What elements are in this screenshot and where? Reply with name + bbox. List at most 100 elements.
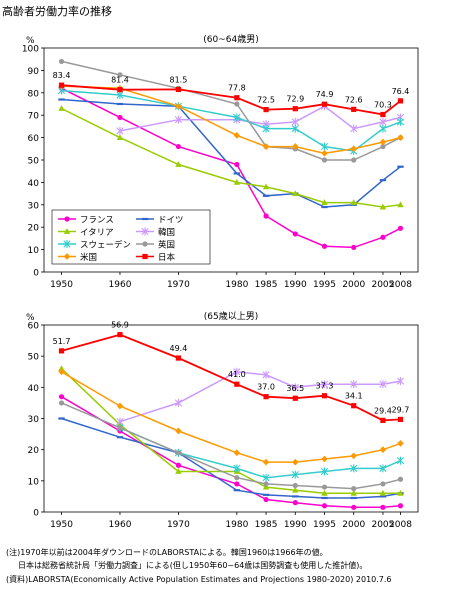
y-tick-label: 10	[28, 246, 40, 256]
data-point	[291, 470, 299, 479]
data-point	[350, 145, 357, 153]
data-point	[350, 464, 358, 473]
data-point	[350, 489, 357, 496]
data-point	[321, 101, 328, 107]
y-tick-label: 0	[33, 269, 39, 279]
data-point	[291, 117, 299, 126]
series-3	[58, 105, 404, 210]
data-point	[233, 179, 241, 185]
series-line	[61, 89, 401, 152]
data-point	[262, 483, 270, 490]
data-point	[292, 106, 298, 112]
legend-marker	[63, 228, 71, 234]
data-point	[234, 95, 240, 101]
data-point	[234, 101, 240, 107]
x-tick-label: 2000	[342, 280, 365, 290]
y-tick-label: 70	[28, 112, 40, 122]
x-tick-label: 2008	[389, 520, 412, 530]
data-point	[291, 383, 299, 392]
data-label: 77.8	[228, 84, 246, 93]
data-point	[351, 157, 357, 163]
y-tick-label: 50	[28, 353, 40, 363]
data-point	[262, 493, 270, 496]
x-tick-label: 2000	[342, 520, 365, 530]
data-point	[58, 365, 65, 372]
x-tick-label: 2005	[371, 280, 394, 290]
legend-marker	[141, 227, 149, 236]
note-1: (注)1970年以前は2004年ダウンロードのLABORSTAによる。韓国196…	[6, 548, 328, 557]
data-point	[117, 332, 123, 338]
legend-marker	[142, 253, 148, 260]
y-tick-label: 100	[22, 45, 39, 55]
data-label: 74.9	[316, 90, 334, 99]
x-tick-label: 1990	[284, 280, 307, 290]
series-line	[61, 333, 401, 422]
legend-label: 韓国	[158, 227, 175, 238]
data-point	[321, 503, 328, 509]
data-point	[397, 440, 404, 447]
y-tick-label: 20	[28, 446, 40, 456]
x-tick-label: 2005	[371, 520, 394, 530]
data-point	[116, 91, 124, 100]
data-point	[397, 476, 404, 482]
data-point	[233, 131, 241, 139]
y-tick-label: 10	[28, 477, 40, 487]
x-tick-label: 1950	[50, 520, 73, 530]
data-point	[396, 456, 405, 465]
data-point	[262, 183, 270, 190]
data-point	[262, 143, 270, 150]
series-7	[58, 368, 404, 466]
x-tick-label: 1990	[284, 520, 307, 530]
legend-marker	[63, 253, 71, 260]
data-point	[350, 496, 357, 500]
data-label: 34.1	[345, 392, 363, 401]
data-point	[233, 172, 241, 175]
data-point	[380, 111, 386, 118]
legend-marker	[64, 216, 70, 222]
data-point	[234, 481, 240, 487]
data-point	[380, 143, 386, 150]
data-label: 76.4	[392, 87, 410, 96]
data-point	[379, 179, 387, 182]
data-label: 83.4	[53, 71, 71, 80]
data-point	[350, 452, 357, 460]
series-8: 83.4 81.4 81.5 77.8 72.5 72.9 74.9 72.6 70.376.4	[53, 71, 410, 118]
data-point	[175, 143, 182, 150]
data-point	[380, 504, 386, 510]
data-point	[380, 234, 386, 240]
data-point	[397, 134, 404, 141]
data-point	[321, 149, 328, 157]
x-tick-label: 1970	[167, 280, 190, 290]
legend-entry: ドイツ	[136, 216, 184, 226]
data-point	[291, 124, 299, 133]
data-point	[397, 503, 404, 509]
data-point	[262, 458, 270, 466]
data-point	[292, 395, 298, 401]
data-point	[233, 464, 241, 473]
data-point	[379, 446, 387, 454]
data-label: 36.5	[286, 384, 304, 393]
data-point	[320, 142, 329, 151]
x-tick-label: 1995	[313, 520, 336, 530]
series-4	[116, 367, 405, 426]
y-tick-label: 20	[28, 224, 40, 234]
chart-60-64-male: 0 10 20 30 40 50 60 70 80 90 100 1950 1960 1970 1980 19…	[22, 33, 419, 290]
legend-label: 日本	[158, 252, 176, 263]
y-tick-label: 30	[28, 415, 40, 425]
data-point	[292, 143, 299, 150]
y-axis-label: %	[26, 36, 35, 46]
series-8: 51.7 56.9 49.4 41.0 37.0 36.5 37.3 34.1 29.4 29.7	[53, 321, 409, 423]
data-point	[116, 402, 124, 410]
data-point	[396, 117, 405, 126]
legend-entry: 韓国	[136, 227, 175, 238]
data-point	[175, 450, 182, 456]
data-point	[175, 102, 182, 110]
data-label: 72.9	[286, 95, 304, 104]
data-label: 37.3	[316, 382, 334, 391]
series-line	[119, 427, 401, 479]
x-tick-label: 1960	[109, 280, 132, 290]
data-point	[397, 201, 404, 208]
data-point	[174, 398, 182, 407]
series-line	[61, 84, 402, 116]
data-point	[58, 105, 65, 111]
